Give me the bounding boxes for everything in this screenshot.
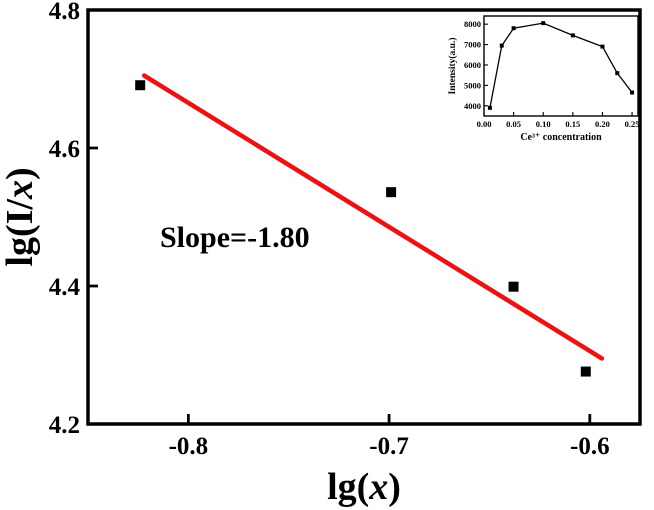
inset-y-tick-label: 6000 (464, 60, 481, 70)
y-tick-label: 4.4 (49, 274, 81, 301)
inset-x-axis-title: Ce³⁺ concentration (520, 132, 602, 143)
inset-x-tick-label: 0.25 (625, 119, 640, 129)
inset-data-point (615, 71, 620, 76)
inset-data-point (541, 21, 546, 26)
x-tick-label: -0.6 (570, 433, 610, 460)
inset-y-tick-label: 4000 (464, 101, 481, 111)
x-axis-title: lg(x) (327, 466, 401, 508)
inset-x-tick-label: 0.20 (595, 119, 610, 129)
inset-x-tick-label: 0.15 (565, 119, 580, 129)
y-tick-label: 4.2 (49, 412, 80, 439)
inset-data-line (489, 22, 633, 108)
inset-plot-border (483, 15, 639, 117)
inset-x-tick-label: 0.05 (506, 119, 521, 129)
inset-y-tick-label: 5000 (464, 80, 481, 90)
x-tick-label: -0.8 (169, 433, 209, 460)
inset-y-tick-label: 8000 (464, 19, 481, 29)
inset-data-point (570, 33, 575, 38)
slope-annotation: Slope=-1.80 (160, 221, 310, 254)
data-point (508, 281, 519, 292)
inset-data-point (600, 44, 605, 49)
inset-data-point (487, 105, 492, 110)
y-tick-label: 4.8 (49, 0, 80, 25)
inset-data-point (630, 90, 635, 95)
inset-data-point (499, 43, 504, 48)
y-tick-label: 4.6 (49, 136, 80, 163)
fit-line (141, 73, 605, 361)
inset-data-point (511, 26, 516, 31)
data-point (580, 366, 591, 377)
data-point (135, 80, 146, 91)
main-plot-border (86, 8, 642, 426)
inset-y-axis-title: Intensity(a.u.) (447, 37, 458, 94)
inset-x-tick-label: 0.10 (536, 119, 551, 129)
x-tick-label: -0.7 (369, 433, 409, 460)
inset-chart: 0.00 0.05 0.10 0.15 0.20 0.25 4000 5000 6000 7000… (447, 15, 640, 143)
inset-x-tick-label: 0.00 (477, 119, 492, 129)
y-axis-title: lg(I/x) (0, 167, 41, 266)
data-point (386, 187, 397, 198)
inset-y-tick-label: 7000 (464, 40, 481, 50)
